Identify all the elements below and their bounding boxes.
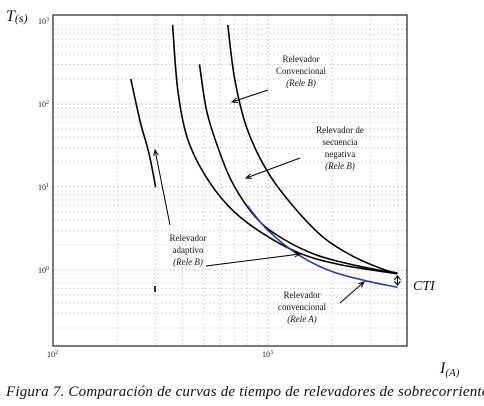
annotation-secuencia-negativa: Relevador de secuencia negativa (Rele B) (316, 125, 364, 171)
y-tick-label: 100 (38, 266, 49, 275)
annotation-rele-b: Relevador Convencional (Rele B) (276, 54, 326, 88)
annotation-arrow-rele-b (230, 89, 269, 103)
figure-caption: Figura 7. Comparación de curvas de tiemp… (6, 384, 484, 400)
cti-arrow-down (394, 280, 401, 287)
annotation-rele-a: Relevador convencional (Rele A) (278, 290, 326, 324)
cti-arrow-up (394, 274, 401, 281)
curves (130, 24, 398, 292)
annotation-arrow-rele-a (339, 281, 365, 304)
cti-label: CTI (413, 279, 436, 294)
plot-frame (52, 14, 408, 347)
curve-rele-b-conventional (227, 24, 398, 274)
curve-adaptive-steep (130, 78, 157, 188)
curve-secuencia-negativa (198, 64, 398, 275)
annotation-adaptivo: Relevador adaptivo (Rele B) (170, 233, 207, 267)
y-tick-label: 102 (38, 100, 49, 109)
cti-marker: CTI (394, 274, 436, 294)
annotation-arrow-adaptivo-2 (205, 251, 302, 267)
axis-ticks: 102 103 100 101 102 103 (38, 17, 273, 359)
annotation-arrow-adaptivo (153, 148, 171, 226)
chart-grid (53, 15, 407, 346)
annotations: Relevador Convencional (Rele B) Relevador d… (153, 54, 365, 324)
y-axis-label: T(s) (6, 8, 28, 25)
x-tick-label: 102 (47, 350, 58, 359)
x-tick-label: 103 (262, 350, 273, 359)
curve-outer-curve (171, 24, 398, 275)
y-tick-label: 103 (38, 17, 49, 26)
x-axis-label: I(A) (439, 360, 460, 379)
annotation-arrow-secuencia-negativa (244, 157, 301, 179)
y-tick-label: 101 (38, 183, 49, 192)
curve-rele-a-conventional (246, 204, 398, 288)
